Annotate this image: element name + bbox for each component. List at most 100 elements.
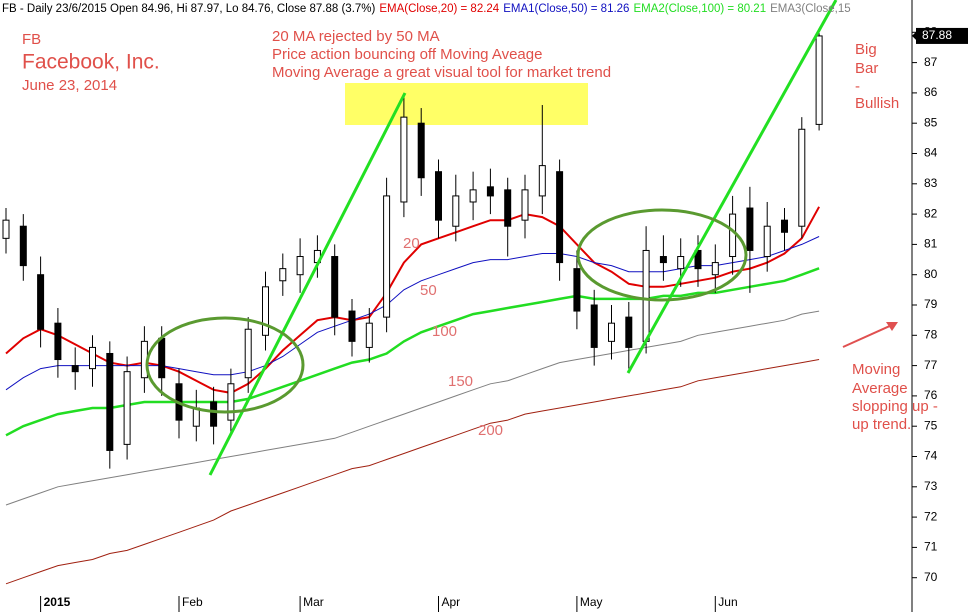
- candle-body: [521, 189, 529, 221]
- candle-body: [590, 304, 598, 348]
- y-tick-label: 70: [924, 570, 938, 584]
- candle-body: [504, 189, 512, 227]
- candle-body: [417, 122, 425, 179]
- x-tick-label: Apr: [442, 595, 461, 609]
- candle-body: [798, 128, 806, 227]
- ma-label: 20: [403, 235, 420, 252]
- ma-label: 200: [478, 422, 503, 439]
- candle-body: [452, 195, 460, 227]
- company: Facebook, Inc.: [22, 51, 160, 74]
- note: Big: [855, 41, 877, 58]
- date: June 23, 2014: [22, 77, 117, 94]
- note: Average: [852, 380, 908, 397]
- candle-body: [348, 310, 356, 342]
- candle-body: [573, 268, 581, 312]
- x-tick-label: Jun: [718, 595, 737, 609]
- note: Moving Average a great visual tool for m…: [272, 64, 611, 81]
- highlight-box: [345, 83, 588, 125]
- candle-body: [729, 213, 737, 258]
- candle-body: [54, 322, 62, 361]
- note: Bullish: [855, 95, 899, 112]
- candle-body: [2, 219, 10, 239]
- y-tick-label: 74: [924, 449, 938, 463]
- candle-body: [106, 352, 114, 451]
- candle-body: [123, 371, 131, 445]
- y-tick-label: 80: [924, 267, 938, 281]
- y-tick-label: 84: [924, 146, 938, 160]
- note: Moving: [852, 361, 900, 378]
- y-tick-label: 83: [924, 176, 938, 190]
- arrow-head: [886, 322, 898, 331]
- x-tick-label: Mar: [303, 595, 324, 609]
- ma-line: [5, 359, 820, 585]
- candle-body: [625, 316, 633, 348]
- legend-entry: EMA2(Close,100) = 80.21: [633, 3, 766, 15]
- ma-label: 100: [432, 323, 457, 340]
- trend-line: [626, 0, 838, 374]
- note: up trend.: [852, 416, 911, 433]
- candle-body: [556, 171, 564, 264]
- candle-body: [815, 35, 823, 125]
- symbol: FB: [22, 31, 41, 48]
- y-tick-label: 71: [924, 540, 938, 554]
- candle-body: [781, 219, 788, 233]
- y-tick-label: 86: [924, 85, 938, 99]
- candle-body: [158, 337, 166, 379]
- y-tick-label: 85: [924, 115, 938, 129]
- candle-body: [227, 383, 235, 421]
- candle-body: [262, 286, 269, 336]
- legend-entry: EMA(Close,20) = 82.24: [379, 3, 499, 15]
- y-tick-label: 73: [924, 479, 938, 493]
- candle-body: [244, 328, 252, 379]
- candle-body: [19, 225, 27, 267]
- y-tick-label: 81: [924, 237, 938, 251]
- y-tick-label: 79: [924, 297, 938, 311]
- candle-body: [469, 189, 477, 203]
- note: Bar: [855, 60, 878, 77]
- candle-body: [365, 322, 373, 348]
- candle-body: [279, 268, 287, 282]
- x-tick-label: May: [580, 595, 603, 609]
- y-tick-label: 87: [924, 55, 938, 69]
- candle-body: [435, 171, 442, 221]
- y-tick-label: 77: [924, 358, 938, 372]
- note: Price action bouncing off Moving Aveage: [272, 46, 542, 63]
- note: slopping up -: [852, 398, 938, 415]
- y-tick-label: 78: [924, 327, 938, 341]
- x-tick-label: 2015: [44, 595, 71, 609]
- candle-body: [746, 207, 754, 251]
- last-price-label: 87.88: [922, 28, 952, 42]
- candle-body: [711, 262, 719, 276]
- candle-body: [296, 256, 304, 276]
- y-tick-label: 72: [924, 509, 938, 523]
- candle-body: [677, 256, 685, 270]
- x-tick-label: Feb: [182, 595, 203, 609]
- candle-body: [538, 165, 546, 197]
- candle-body: [659, 256, 667, 264]
- ellipse: [576, 208, 748, 302]
- candle-body: [37, 274, 45, 330]
- candle-body: [383, 195, 391, 318]
- candle-body: [210, 401, 218, 427]
- ma-label: 50: [420, 282, 437, 299]
- ellipse: [145, 316, 305, 414]
- last-price-box: [916, 27, 968, 44]
- header-text: FB - Daily 23/6/2015 Open 84.96, Hi 87.9…: [2, 3, 376, 15]
- candle-body: [71, 365, 79, 373]
- arrow: [842, 324, 893, 348]
- y-tick-label: 76: [924, 388, 938, 402]
- candle-body: [642, 249, 650, 342]
- ma-label: 150: [448, 373, 473, 390]
- legend-entry: EMA3(Close,15: [770, 3, 851, 15]
- candle-body: [763, 225, 771, 258]
- candle-body: [331, 256, 339, 318]
- candle-body: [89, 346, 96, 370]
- candle-body: [486, 186, 494, 197]
- last-price-pointer: [912, 30, 917, 41]
- ma-line: [5, 267, 820, 437]
- y-tick-label: 82: [924, 206, 938, 220]
- y-tick-label: 75: [924, 418, 938, 432]
- marks: [2, 33, 823, 585]
